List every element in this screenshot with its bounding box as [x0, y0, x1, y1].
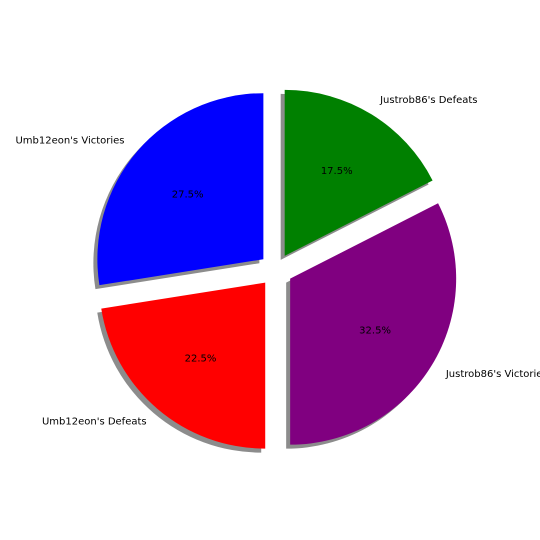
- pie-slice: [101, 282, 266, 449]
- pie-slices: [97, 89, 457, 449]
- slice-percent-label: 32.5%: [359, 326, 391, 337]
- slice-category-label: Justrob86's Victories: [445, 369, 540, 380]
- slice-percent-label: 17.5%: [321, 166, 353, 177]
- slice-percent-label: 27.5%: [172, 190, 204, 201]
- pie-slice: [290, 203, 457, 445]
- pie-slice: [284, 89, 433, 256]
- slice-category-label: Justrob86's Defeats: [379, 95, 477, 106]
- slice-percent-label: 22.5%: [185, 353, 217, 364]
- slice-category-label: Umb12eon's Defeats: [42, 416, 147, 427]
- slice-category-label: Umb12eon's Victories: [15, 136, 124, 147]
- pie-slice: [97, 93, 264, 286]
- slice-labels: 27.5% Umb12eon's Victories 22.5% Umb12eon's…: [15, 95, 540, 427]
